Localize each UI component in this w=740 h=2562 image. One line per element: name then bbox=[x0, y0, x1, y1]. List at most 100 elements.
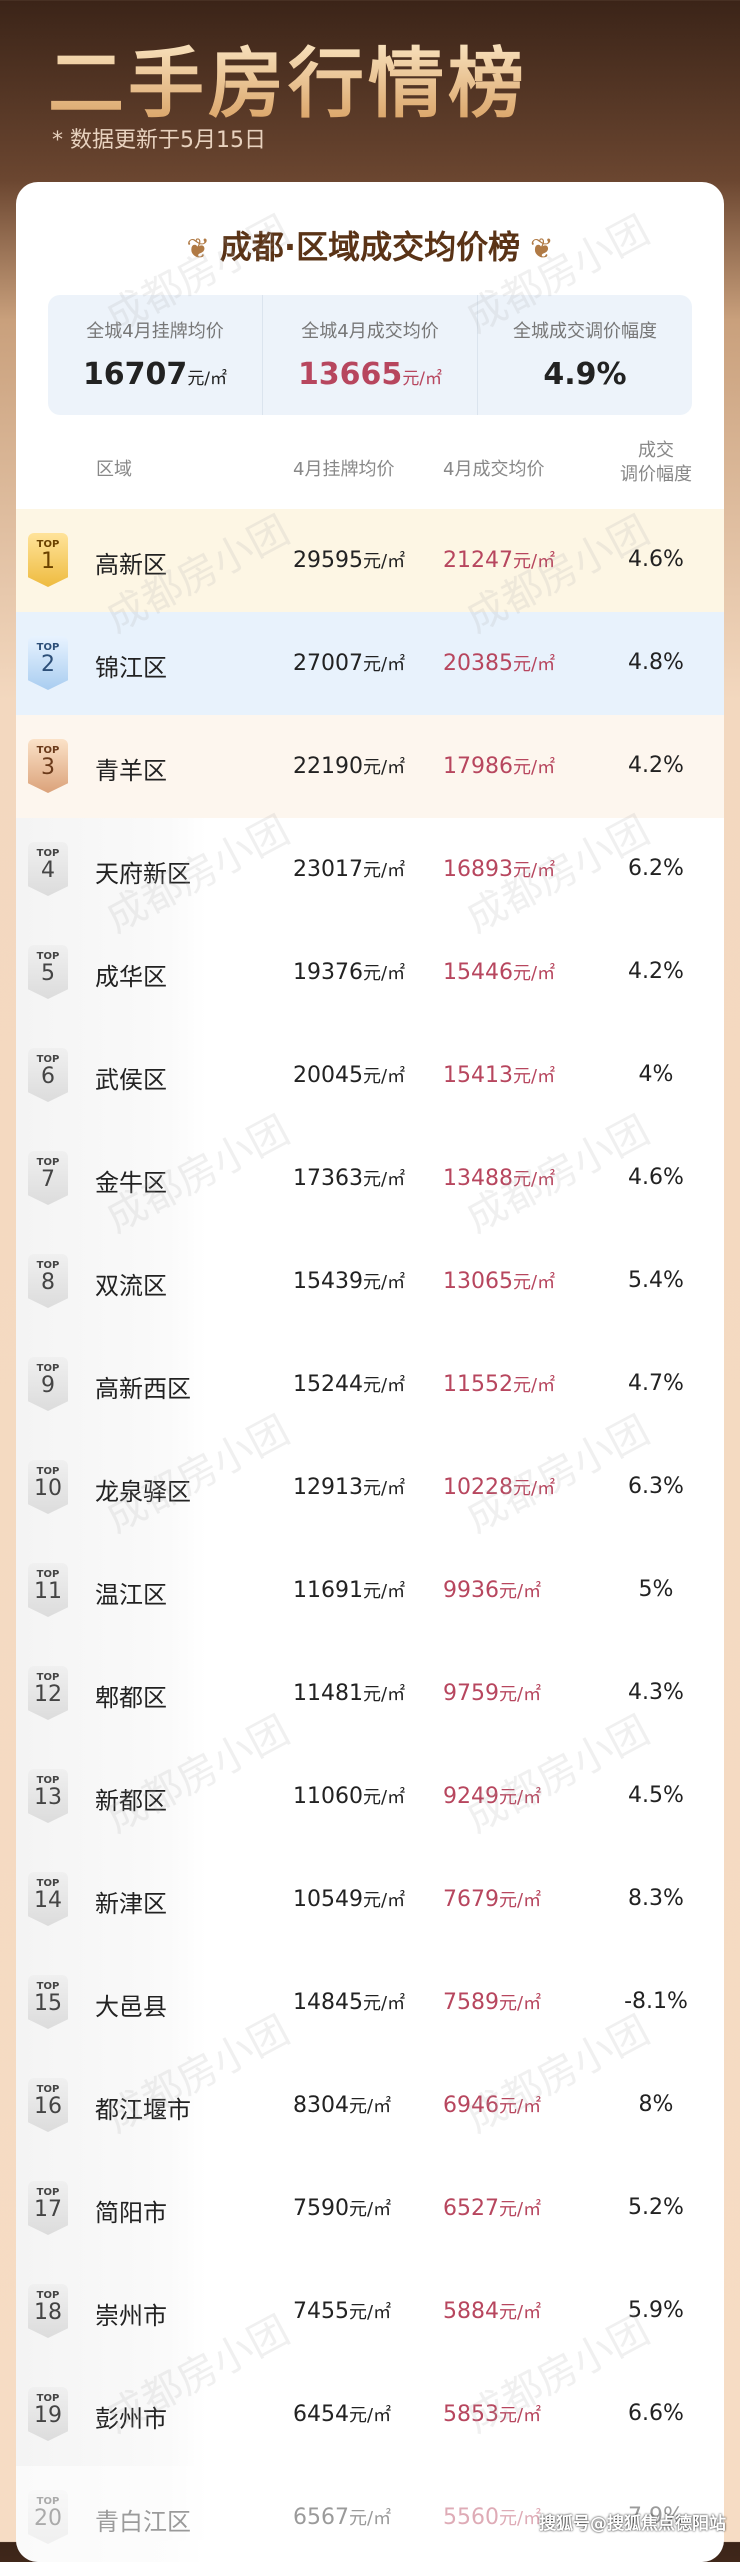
page-title: 二手房行情榜 bbox=[48, 22, 528, 132]
region-name: 锦江区 bbox=[95, 654, 167, 682]
card-title-text: 成都·区域成交均价榜 bbox=[219, 228, 521, 266]
summary-label: 全城4月成交均价 bbox=[301, 321, 439, 342]
summary-deal: 全城4月成交均价 13665元/㎡ bbox=[263, 295, 478, 415]
listing-value: 15439 bbox=[293, 1269, 363, 1294]
unit: 元/㎡ bbox=[513, 1066, 556, 1087]
price-change: 4.6% bbox=[628, 547, 684, 572]
listing-value: 19376 bbox=[293, 960, 363, 985]
rank-badge-icon: TOP 19 bbox=[28, 2387, 68, 2441]
region-name: 高新区 bbox=[95, 551, 167, 579]
unit: 元/㎡ bbox=[513, 1375, 556, 1396]
deal-price: 13065元/㎡ bbox=[443, 1268, 555, 1294]
listing-price: 29595元/㎡ bbox=[293, 547, 405, 573]
price-change: 5.9% bbox=[628, 2298, 684, 2323]
deal-value: 13488 bbox=[443, 1166, 513, 1191]
deal-price: 17986元/㎡ bbox=[443, 753, 555, 779]
rank-number: 11 bbox=[34, 1579, 62, 1604]
unit: 元/㎡ bbox=[349, 2199, 392, 2220]
deal-price: 9936元/㎡ bbox=[443, 1577, 541, 1603]
unit: 元/㎡ bbox=[363, 1066, 406, 1087]
deal-price: 9249元/㎡ bbox=[443, 1783, 541, 1809]
deal-price: 5853元/㎡ bbox=[443, 2401, 541, 2427]
region-name: 崇州市 bbox=[95, 2302, 167, 2330]
price-change: 5.4% bbox=[628, 1268, 684, 1293]
unit: 元/㎡ bbox=[363, 757, 406, 778]
badge-prefix: TOP bbox=[36, 1363, 60, 1374]
listing-value: 11691 bbox=[293, 1578, 363, 1603]
rank-badge-icon: TOP 2 bbox=[28, 636, 68, 690]
region-name: 高新西区 bbox=[95, 1375, 191, 1403]
rank-number: 2 bbox=[41, 652, 55, 677]
region-name: 双流区 bbox=[95, 1272, 167, 1300]
price-change: 8.3% bbox=[628, 1886, 684, 1911]
deal-value: 13065 bbox=[443, 1269, 513, 1294]
unit: 元/㎡ bbox=[499, 2405, 542, 2426]
unit: 元/㎡ bbox=[513, 963, 556, 984]
rank-badge-icon: TOP 1 bbox=[28, 533, 68, 587]
listing-price: 23017元/㎡ bbox=[293, 856, 405, 882]
unit: 元/㎡ bbox=[363, 1684, 406, 1705]
deal-value: 6527 bbox=[443, 2196, 499, 2221]
summary-label: 全城4月挂牌均价 bbox=[86, 321, 224, 342]
header-deal: 4月成交均价 bbox=[443, 459, 545, 480]
rank-number: 1 bbox=[41, 549, 55, 574]
unit: 元/㎡ bbox=[363, 1993, 406, 2014]
listing-value: 6454 bbox=[293, 2402, 349, 2427]
rank-badge-icon: TOP 14 bbox=[28, 1872, 68, 1926]
unit: 元/㎡ bbox=[499, 2199, 542, 2220]
listing-price: 12913元/㎡ bbox=[293, 1474, 405, 1500]
summary-listing: 全城4月挂牌均价 16707元/㎡ bbox=[48, 295, 263, 415]
rank-badge-icon: TOP 11 bbox=[28, 1563, 68, 1617]
listing-price: 17363元/㎡ bbox=[293, 1165, 405, 1191]
badge-prefix: TOP bbox=[36, 2290, 60, 2301]
unit: 元/㎡ bbox=[349, 2508, 392, 2529]
rank-badge-icon: TOP 7 bbox=[28, 1151, 68, 1205]
table-row: TOP 16 都江堰市 8304元/㎡ 6946元/㎡ 8% bbox=[16, 2054, 724, 2157]
rank-badge-icon: TOP 6 bbox=[28, 1048, 68, 1102]
region-name: 武侯区 bbox=[95, 1066, 167, 1094]
rank-number: 3 bbox=[41, 755, 55, 780]
rank-number: 5 bbox=[41, 961, 55, 986]
deal-value: 5853 bbox=[443, 2402, 499, 2427]
table-row: TOP 9 高新西区 15244元/㎡ 11552元/㎡ 4.7% bbox=[16, 1333, 724, 1436]
price-change: 7.9% bbox=[628, 2504, 684, 2529]
rank-number: 19 bbox=[34, 2403, 62, 2428]
deal-value: 9759 bbox=[443, 1681, 499, 1706]
listing-price: 6454元/㎡ bbox=[293, 2401, 391, 2427]
unit: 元/㎡ bbox=[349, 2405, 392, 2426]
header-region: 区域 bbox=[96, 459, 132, 480]
price-change: 6.2% bbox=[628, 856, 684, 881]
rank-number: 14 bbox=[34, 1888, 62, 1913]
table-row: TOP 11 温江区 11691元/㎡ 9936元/㎡ 5% bbox=[16, 1539, 724, 1642]
laurel-right-icon: ❦ bbox=[530, 232, 554, 265]
region-name: 青羊区 bbox=[95, 757, 167, 785]
badge-prefix: TOP bbox=[36, 539, 60, 550]
price-change: 8% bbox=[638, 2092, 674, 2117]
price-change: 4.7% bbox=[628, 1371, 684, 1396]
listing-value: 8304 bbox=[293, 2093, 349, 2118]
listing-price: 22190元/㎡ bbox=[293, 753, 405, 779]
header-listing: 4月挂牌均价 bbox=[293, 459, 395, 480]
rank-number: 8 bbox=[41, 1270, 55, 1295]
unit: 元/㎡ bbox=[349, 2302, 392, 2323]
deal-value: 10228 bbox=[443, 1475, 513, 1500]
deal-price: 11552元/㎡ bbox=[443, 1371, 555, 1397]
deal-price: 13488元/㎡ bbox=[443, 1165, 555, 1191]
unit: 元/㎡ bbox=[513, 551, 556, 572]
rank-number: 17 bbox=[34, 2197, 62, 2222]
rank-number: 7 bbox=[41, 1167, 55, 1192]
listing-value: 27007 bbox=[293, 651, 363, 676]
rank-badge-icon: TOP 4 bbox=[28, 842, 68, 896]
listing-price: 11691元/㎡ bbox=[293, 1577, 405, 1603]
deal-value: 5560 bbox=[443, 2505, 499, 2530]
rank-badge-icon: TOP 10 bbox=[28, 1460, 68, 1514]
rank-badge-icon: TOP 15 bbox=[28, 1975, 68, 2029]
listing-value: 14845 bbox=[293, 1990, 363, 2015]
unit: 元/㎡ bbox=[499, 1581, 542, 1602]
listing-value: 11060 bbox=[293, 1784, 363, 1809]
region-name: 郫都区 bbox=[95, 1684, 167, 1712]
unit: 元/㎡ bbox=[363, 963, 406, 984]
unit: 元/㎡ bbox=[513, 1478, 556, 1499]
listing-price: 14845元/㎡ bbox=[293, 1989, 405, 2015]
price-change: 4.2% bbox=[628, 959, 684, 984]
